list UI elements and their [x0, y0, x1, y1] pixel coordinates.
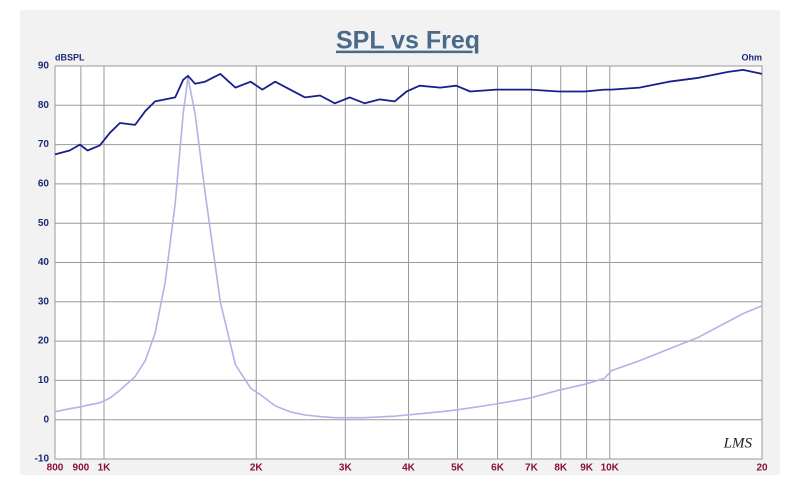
y-tick-label: -10	[35, 454, 50, 465]
x-tick-label: 10K	[601, 463, 620, 474]
x-tick-label: 2K	[250, 463, 264, 474]
x-tick-label: 20	[756, 463, 768, 474]
logo: LMS	[723, 435, 753, 451]
x-tick-label: 1K	[98, 463, 112, 474]
series-line	[54, 69, 763, 156]
y-tick-label: 20	[38, 336, 50, 347]
x-tick-label: 5K	[451, 463, 465, 474]
y2-axis-label: Ohm	[741, 52, 762, 62]
x-tick-label: 3K	[339, 463, 353, 474]
y-tick-label: 70	[38, 139, 50, 150]
y-tick-label: 40	[38, 257, 50, 268]
series-line	[54, 77, 763, 419]
x-tick-label: 4K	[402, 463, 416, 474]
x-tick-label: 7K	[525, 463, 539, 474]
y-tick-label: 90	[38, 61, 50, 72]
y-tick-label: 80	[38, 100, 50, 111]
y-tick-label: 50	[38, 218, 50, 229]
y-tick-label: 30	[38, 296, 50, 307]
x-tick-label: 9K	[580, 463, 594, 474]
y-tick-label: 0	[43, 414, 49, 425]
x-tick-label: 800	[47, 463, 64, 474]
y-tick-label: 10	[38, 375, 50, 386]
x-tick-label: 8K	[554, 463, 568, 474]
chart-title: SPL vs Freq	[336, 27, 480, 55]
x-tick-label: 6K	[491, 463, 505, 474]
y-tick-label: 60	[38, 179, 50, 190]
x-tick-label: 900	[73, 463, 90, 474]
y-axis-label: dBSPL	[55, 52, 85, 62]
